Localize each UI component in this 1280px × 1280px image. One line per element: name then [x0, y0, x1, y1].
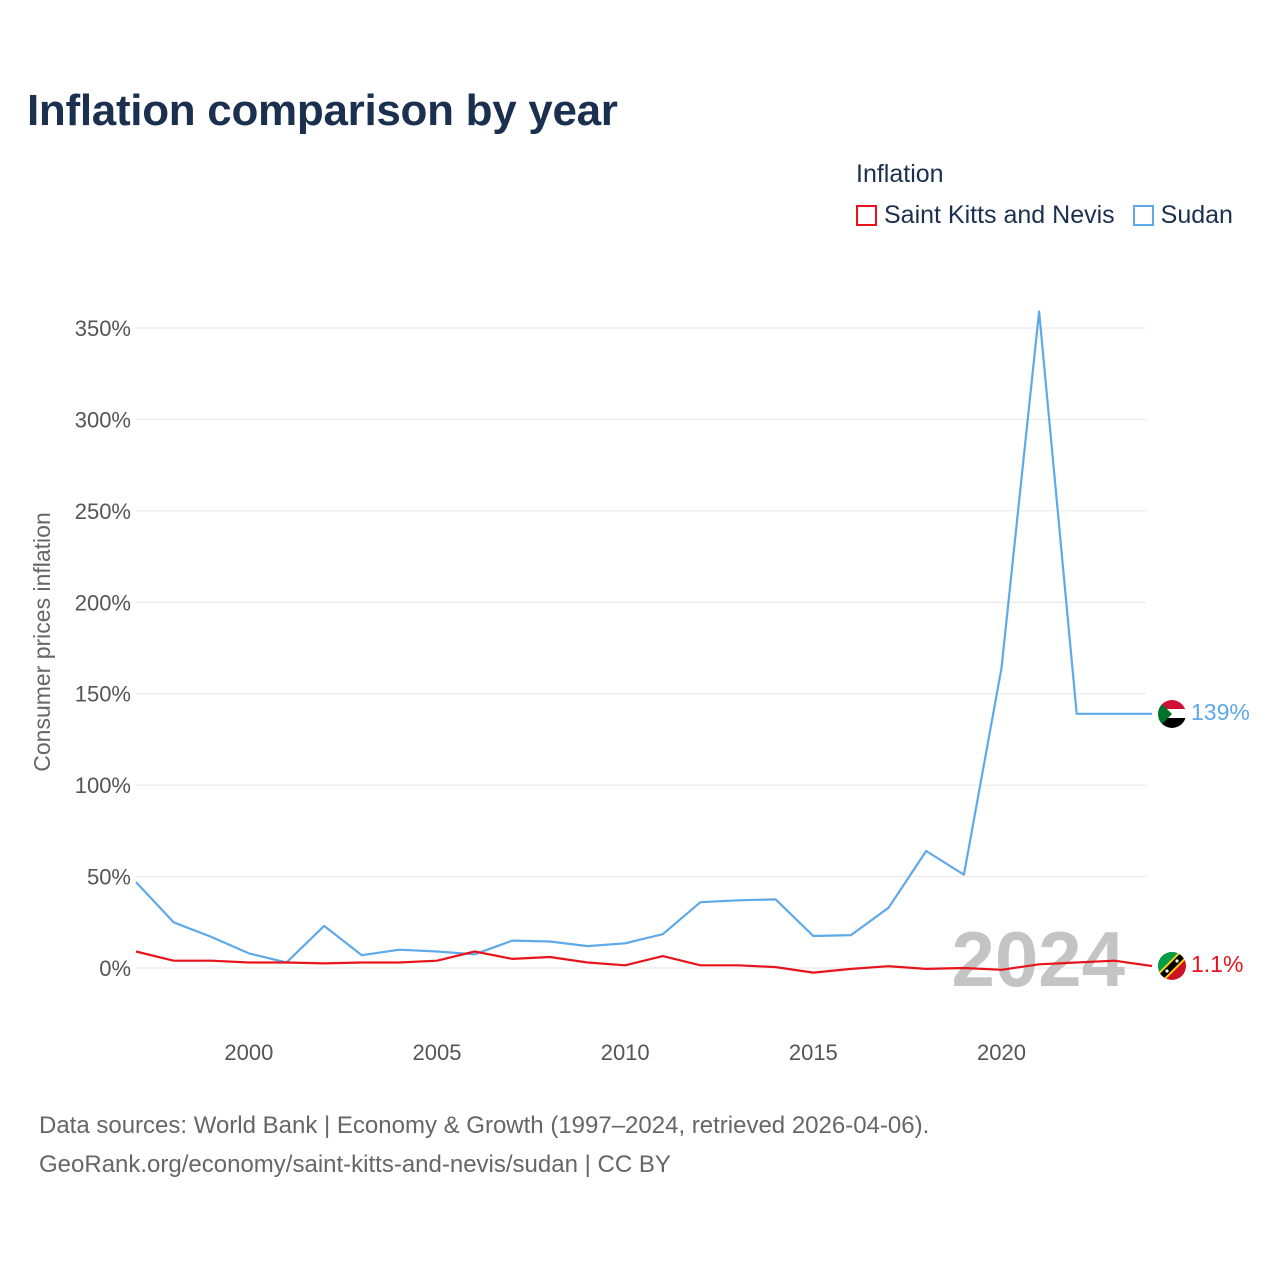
footer-source-line: Data sources: World Bank | Economy & Gro… — [39, 1112, 930, 1139]
legend-swatch-saint-kitts-and-nevis — [856, 205, 877, 226]
x-tick-label: 2010 — [601, 1040, 650, 1065]
saint-kitts-and-nevis-flag-icon — [1158, 952, 1186, 980]
year-watermark: 2024 — [951, 915, 1125, 1003]
x-tick-label: 2005 — [413, 1040, 462, 1065]
line-chart: 0%50%100%150%200%250%300%350% 2000 2005 20… — [29, 310, 1250, 1065]
y-tick-label: 100% — [75, 773, 131, 798]
footer: Data sources: World Bank | Economy & Gro… — [39, 1106, 929, 1184]
y-tick-label: 150% — [75, 682, 131, 707]
legend-item-sudan[interactable]: Sudan — [1132, 201, 1233, 230]
y-tick-label: 0% — [99, 956, 131, 981]
x-tick-label: 2015 — [789, 1040, 838, 1065]
x-tick-label: 2020 — [977, 1040, 1026, 1065]
series-line-sudan — [135, 310, 1152, 964]
y-tick-label: 300% — [75, 407, 131, 432]
y-axis-ticks: 0% 50% 100% 150% 200% 250% 300% 350% — [75, 316, 131, 981]
legend-title: Inflation — [856, 160, 944, 188]
x-tick-label: 2000 — [224, 1040, 273, 1065]
y-tick-label: 200% — [75, 590, 131, 615]
series-layer — [135, 310, 1153, 974]
legend-item-saint-kitts-and-nevis[interactable]: Saint Kitts and Nevis — [856, 201, 1115, 230]
legend: Inflation Saint Kitts and Nevis Sudan — [856, 160, 1233, 230]
series-line-saint-kitts-and-nevis — [135, 950, 1153, 974]
page-title: Inflation comparison by year — [27, 86, 618, 135]
saint-kitts-and-nevis-end-label: 1.1% — [1191, 951, 1243, 977]
x-axis-ticks: 2000 2005 2010 2015 2020 — [224, 1040, 1026, 1065]
footer-attribution-line: GeoRank.org/economy/saint-kitts-and-nevi… — [39, 1151, 671, 1178]
sudan-end-label: 139% — [1191, 699, 1250, 725]
y-tick-label: 350% — [75, 316, 131, 341]
grid — [136, 327, 1146, 969]
sudan-flag-icon — [1158, 700, 1186, 728]
legend-label-saint-kitts-and-nevis: Saint Kitts and Nevis — [884, 201, 1115, 229]
legend-label-sudan: Sudan — [1160, 201, 1233, 229]
y-axis-label: Consumer prices inflation — [29, 512, 55, 772]
y-tick-label: 50% — [87, 865, 131, 890]
y-tick-label: 250% — [75, 499, 131, 524]
legend-swatch-sudan — [1132, 205, 1154, 226]
